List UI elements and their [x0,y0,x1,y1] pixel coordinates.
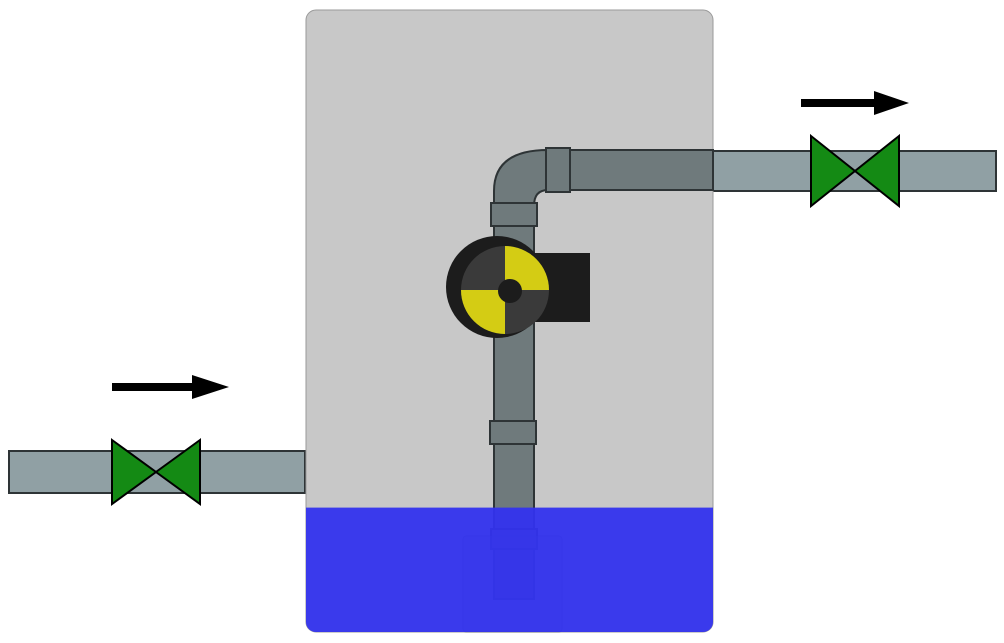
right-arrow-icon [801,91,909,115]
right-arrow-icon [112,375,229,399]
pump-hub [498,279,522,303]
centrifugal-pump-icon [446,236,590,338]
pump-blade-top [505,246,549,290]
butterfly-valve-icon [111,438,201,506]
tank-liquid [306,507,713,632]
pipe-coupling-elbow-vertical [490,202,538,227]
pump-blade-bottom [461,290,505,334]
pipe-coupling-elbow-horizontal [545,147,571,193]
inlet-flow-arrow [112,375,229,399]
horizontal-pipe [547,149,714,191]
pipe-coupling-middle [489,420,537,445]
outlet-flow-arrow [801,91,909,115]
butterfly-valve-icon [810,133,900,209]
outlet-valve [810,133,900,209]
inlet-valve [111,438,201,506]
